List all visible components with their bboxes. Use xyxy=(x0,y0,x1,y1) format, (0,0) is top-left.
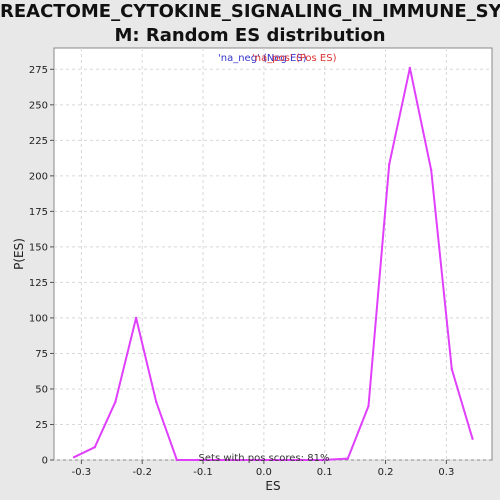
y-tick-label: 0 xyxy=(42,456,48,467)
data-point xyxy=(346,457,350,460)
x-axis-label: ES xyxy=(265,479,280,493)
y-tick-label: 75 xyxy=(35,349,48,360)
y-tick-label: 50 xyxy=(35,384,48,395)
y-axis-label: P(ES) xyxy=(12,238,26,270)
data-point xyxy=(387,163,391,166)
x-tick-label: -0.3 xyxy=(72,467,92,478)
data-point xyxy=(134,316,138,320)
data-point xyxy=(320,458,323,462)
y-tick-label: 275 xyxy=(29,65,48,76)
data-point xyxy=(175,458,179,462)
legend-entry-pos: 'na_pos' (Pos ES) xyxy=(252,53,337,64)
y-tick-label: 200 xyxy=(29,171,48,182)
axes: 0 25 50 75 100 125 150 175 200 225 250 275 -0.3 -0.2 -… xyxy=(29,65,454,478)
y-tick-label: 250 xyxy=(29,100,48,111)
x-tick-label: 0.0 xyxy=(256,467,272,478)
y-tick-label: 150 xyxy=(29,242,48,253)
x-tick-label: -0.1 xyxy=(193,467,213,478)
data-point xyxy=(450,367,454,371)
legend: 'na_neg' (Neg ES) 'na_pos' (Pos ES) xyxy=(218,53,337,64)
chart-title: REACTOME_CYTOKINE_SIGNALING_IN_IMMUNE_SY… xyxy=(0,0,500,48)
data-point xyxy=(258,458,261,462)
data-point xyxy=(299,458,303,462)
data-point xyxy=(155,400,158,403)
y-tick-label: 175 xyxy=(29,207,48,218)
x-tick-label: -0.2 xyxy=(132,467,152,478)
data-point xyxy=(408,66,412,70)
legend-entry-neg: 'na_neg' (Neg ES) xyxy=(218,53,307,64)
y-tick-label: 125 xyxy=(29,278,48,289)
data-point xyxy=(279,458,282,462)
y-tick-label: 100 xyxy=(29,313,48,324)
data-point xyxy=(367,404,370,408)
chart-title-line-2: M: Random ES distribution xyxy=(114,25,386,46)
x-tick-label: 0.2 xyxy=(378,467,394,478)
data-point xyxy=(237,458,241,462)
plot-area xyxy=(53,47,493,461)
pos-scores-annotation: Sets with pos scores: 81% xyxy=(199,453,330,464)
data-point xyxy=(196,458,199,462)
data-point xyxy=(93,446,96,449)
data-point xyxy=(114,400,117,403)
x-tick-label: 0.1 xyxy=(317,467,333,478)
data-point xyxy=(471,437,474,440)
data-point xyxy=(429,168,433,172)
y-tick-label: 225 xyxy=(29,136,48,147)
es-distribution-line xyxy=(73,66,474,461)
chart-title-line-1: REACTOME_CYTOKINE_SIGNALING_IN_IMMUNE_SY… xyxy=(0,1,500,22)
x-tick-label: 0.3 xyxy=(438,467,454,478)
data-point xyxy=(72,455,76,459)
series-layer xyxy=(72,66,474,462)
y-tick-label: 25 xyxy=(35,420,48,431)
data-point xyxy=(217,458,220,462)
